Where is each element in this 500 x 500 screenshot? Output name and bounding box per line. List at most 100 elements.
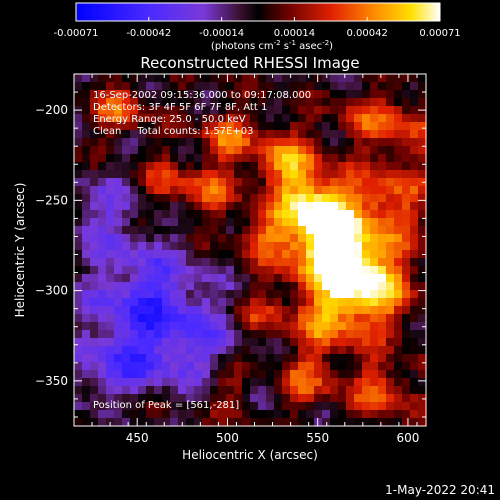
heatmap-cell [258, 82, 267, 91]
heatmap-cell [370, 170, 379, 179]
heatmap-cell [338, 138, 347, 147]
heatmap-cell [274, 386, 283, 395]
heatmap-cell [258, 242, 267, 251]
heatmap-cell [210, 170, 219, 179]
heatmap-cell [330, 114, 339, 123]
heatmap-cell [306, 242, 315, 251]
heatmap-cell [146, 306, 155, 315]
heatmap-cell [74, 178, 83, 187]
heatmap-cell [130, 362, 139, 371]
heatmap-cell [234, 394, 243, 403]
heatmap-cell [114, 114, 123, 123]
heatmap-cell [362, 386, 371, 395]
heatmap-cell [226, 170, 235, 179]
heatmap-cell [370, 90, 379, 99]
heatmap-cell [266, 98, 275, 107]
heatmap-cell [114, 122, 123, 131]
heatmap-cell [266, 330, 275, 339]
heatmap-cell [298, 162, 307, 171]
heatmap-cell [418, 338, 427, 347]
heatmap-cell [138, 186, 147, 195]
heatmap-cell [378, 90, 387, 99]
heatmap-cell [402, 82, 411, 91]
heatmap-cell [90, 74, 99, 83]
heatmap-cell [218, 378, 227, 387]
heatmap-cell [370, 202, 379, 211]
heatmap-cell [346, 298, 355, 307]
heatmap-cell [362, 194, 371, 203]
heatmap-cell [410, 314, 419, 323]
heatmap-cell [202, 242, 211, 251]
heatmap-cell [370, 130, 379, 139]
heatmap-cell [186, 346, 195, 355]
heatmap-cell [258, 362, 267, 371]
heatmap-cell [402, 282, 411, 291]
heatmap-cell [338, 226, 347, 235]
heatmap-cell [162, 170, 171, 179]
heatmap-cell [242, 394, 251, 403]
heatmap-cell [106, 242, 115, 251]
heatmap-cell [122, 210, 131, 219]
heatmap-cell [370, 290, 379, 299]
heatmap-cell [250, 138, 259, 147]
heatmap-cell [218, 402, 227, 411]
heatmap-cell [298, 290, 307, 299]
heatmap-cell [194, 346, 203, 355]
heatmap-cell [106, 266, 115, 275]
heatmap-cell [274, 234, 283, 243]
heatmap-cell [298, 306, 307, 315]
heatmap-cell [242, 82, 251, 91]
heatmap-cell [138, 370, 147, 379]
heatmap-cell [338, 250, 347, 259]
heatmap-cell [154, 210, 163, 219]
axis-ticks: 450 500 550 600−200−250−300−350 [35, 73, 426, 445]
heatmap-cell [210, 210, 219, 219]
heatmap-cell [370, 106, 379, 115]
heatmap-cell [250, 386, 259, 395]
heatmap-cell [234, 362, 243, 371]
heatmap-cell [314, 346, 323, 355]
heatmap-cell [242, 354, 251, 363]
heatmap-cell [106, 154, 115, 163]
heatmap-cell [122, 154, 131, 163]
heatmap-cell [330, 170, 339, 179]
heatmap-cell [338, 266, 347, 275]
heatmap-cell [402, 314, 411, 323]
heatmap-cell [90, 202, 99, 211]
heatmap-cell [218, 170, 227, 179]
heatmap-cell [378, 298, 387, 307]
heatmap-cell [386, 298, 395, 307]
heatmap-cell [410, 114, 419, 123]
heatmap-cell [314, 402, 323, 411]
heatmap-cell [394, 346, 403, 355]
heatmap-cell [114, 322, 123, 331]
heatmap-cell [354, 82, 363, 91]
heatmap-cell [290, 346, 299, 355]
heatmap-cell [258, 402, 267, 411]
heatmap-cell [378, 274, 387, 283]
heatmap-cell [226, 370, 235, 379]
heatmap-cell [386, 370, 395, 379]
heatmap-cell [306, 274, 315, 283]
heatmap-cell [154, 146, 163, 155]
heatmap-cell [242, 130, 251, 139]
heatmap-cell [130, 306, 139, 315]
y-tick-label: −300 [35, 284, 68, 298]
heatmap-cell [106, 410, 115, 419]
heatmap-cell [258, 250, 267, 259]
heatmap-cell [242, 346, 251, 355]
heatmap-cell [186, 234, 195, 243]
heatmap-cell [290, 210, 299, 219]
heatmap-cell [210, 306, 219, 315]
heatmap-cell [250, 186, 259, 195]
heatmap-cell [250, 146, 259, 155]
heatmap-cell [170, 306, 179, 315]
heatmap-cell [114, 170, 123, 179]
heatmap-cell [266, 122, 275, 131]
heatmap-cell [226, 362, 235, 371]
heatmap-cell [338, 122, 347, 131]
heatmap-cell [402, 210, 411, 219]
heatmap-cell [130, 130, 139, 139]
heatmap-cell [242, 122, 251, 131]
